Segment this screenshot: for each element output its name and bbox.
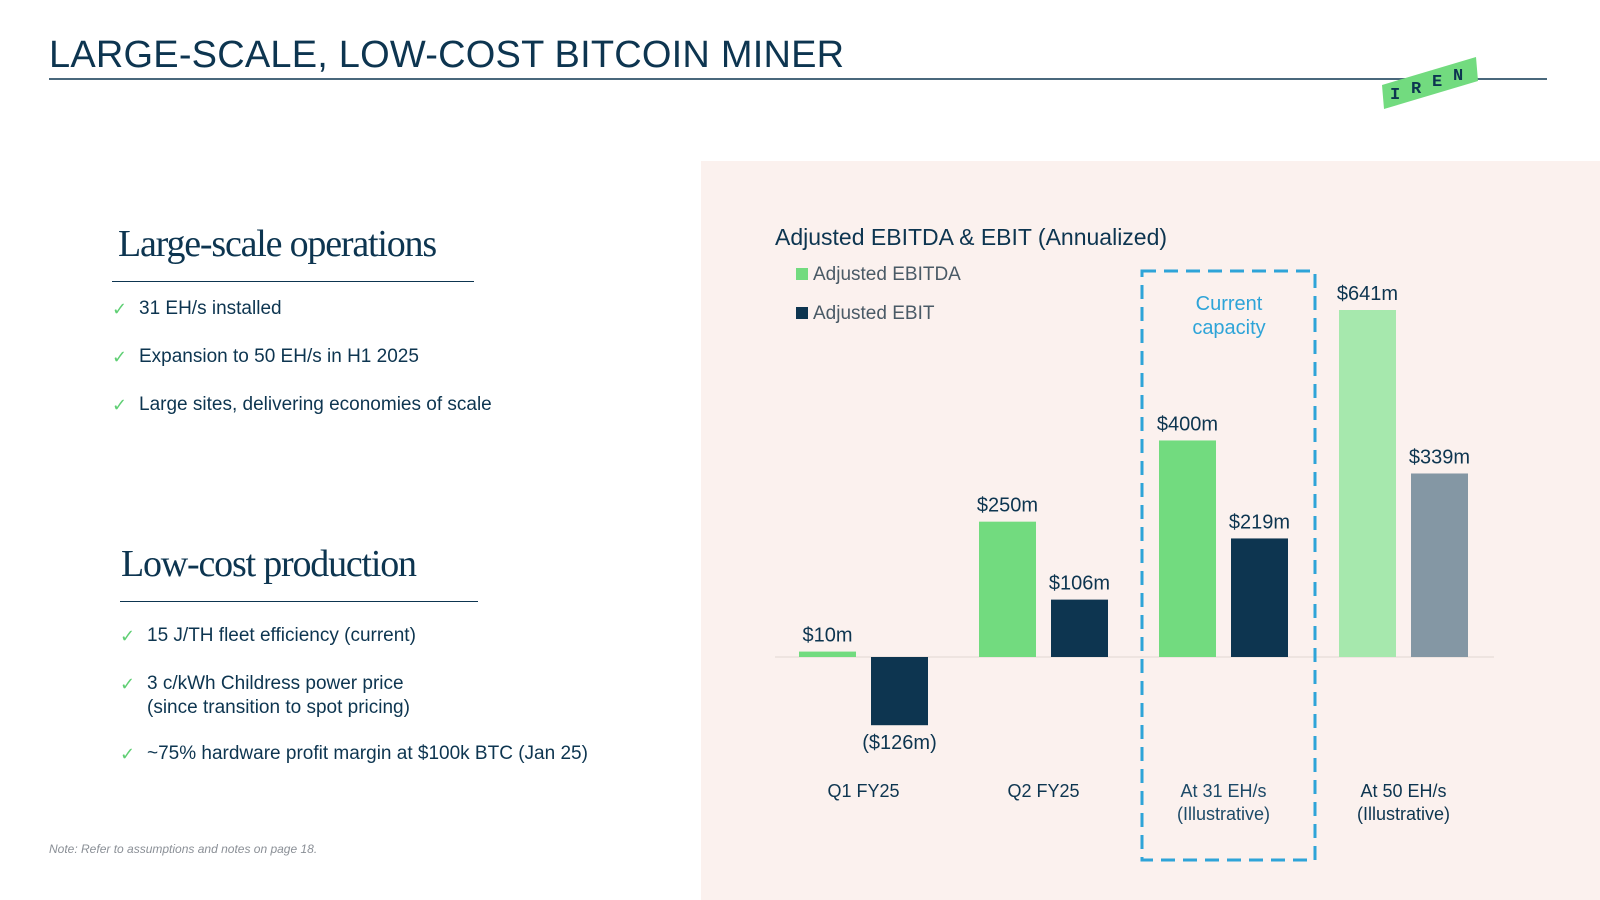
data-label: $250m [977, 495, 1038, 517]
data-label: $400m [1157, 413, 1218, 435]
list-item: ✓ Large sites, delivering economies of sc… [112, 394, 492, 415]
data-label: ($126m) [862, 732, 936, 754]
ebit-bar [1051, 599, 1108, 657]
check-icon: ✓ [112, 299, 128, 319]
section-heading-low-cost: Low-cost production [121, 543, 417, 585]
logo-letter: I [1390, 86, 1400, 105]
title-divider [49, 78, 1547, 80]
ebitda-bar [1159, 440, 1216, 657]
bullet-list-large-scale: ✓ 31 EH/s installed ✓ Expansion to 50 EH/s… [112, 297, 492, 417]
list-item: ✓ Expansion to 50 EH/s in H1 2025 [112, 346, 419, 367]
category-label: At 50 EH/s [1360, 781, 1446, 801]
data-label: $10m [802, 625, 852, 647]
category-label: (Illustrative) [1177, 804, 1270, 824]
ebit-bar [1411, 473, 1468, 657]
chart-title: Adjusted EBITDA & EBIT (Annualized) [775, 224, 1167, 250]
section-heading-large-scale: Large-scale operations [118, 223, 437, 265]
data-label: $219m [1229, 511, 1290, 533]
ebit-bar [1231, 538, 1288, 657]
data-label: $106m [1049, 573, 1110, 595]
legend-swatch [796, 268, 808, 280]
category-label: (Illustrative) [1357, 804, 1450, 824]
logo-letter: E [1432, 73, 1442, 92]
legend-label: Adjusted EBIT [813, 303, 935, 324]
ebitda-ebit-chart: Adjusted EBITDA & EBIT (Annualized) Adjus… [775, 224, 1494, 862]
category-label: Q2 FY25 [1007, 781, 1079, 801]
bullet-list-low-cost: ✓ 15 J/TH fleet efficiency (current) ✓ 3 c… [120, 624, 588, 766]
check-icon: ✓ [120, 674, 136, 694]
page-title: LARGE-SCALE, LOW-COST BITCOIN MINER [49, 34, 845, 76]
list-item: ✓ 31 EH/s installed [112, 298, 282, 319]
data-label: $641m [1337, 283, 1398, 305]
legend-swatch [796, 307, 808, 319]
check-icon: ✓ [120, 744, 136, 764]
legend-label: Adjusted EBITDA [813, 264, 961, 285]
data-label: $339m [1409, 446, 1470, 468]
logo-letter: R [1411, 80, 1422, 99]
ebitda-bar [799, 651, 856, 657]
list-item: ✓ 15 J/TH fleet efficiency (current) [120, 625, 416, 646]
list-item-continuation: (since transition to spot pricing) [147, 697, 410, 718]
current-capacity-box [1140, 269, 1317, 862]
category-label: Q1 FY25 [827, 781, 899, 801]
check-icon: ✓ [112, 347, 128, 367]
logo-letter: N [1453, 67, 1463, 86]
ebitda-bar [1339, 310, 1396, 657]
current-capacity-label: Current [1196, 293, 1263, 315]
footnote: Note: Refer to assumptions and notes on … [49, 842, 318, 856]
check-icon: ✓ [120, 626, 136, 646]
category-label: At 31 EH/s [1180, 781, 1266, 801]
list-item: ✓ 3 c/kWh Childress power price [120, 673, 404, 694]
current-capacity-label: capacity [1192, 317, 1265, 339]
ebit-bar [871, 657, 928, 726]
section-divider [120, 601, 478, 602]
chart-panel: Adjusted EBITDA & EBIT (Annualized) Adjus… [701, 161, 1600, 900]
section-divider [112, 281, 474, 282]
ebitda-bar [979, 521, 1036, 657]
list-item: ✓ ~75% hardware profit margin at $100k BT… [120, 743, 588, 764]
check-icon: ✓ [112, 395, 128, 415]
